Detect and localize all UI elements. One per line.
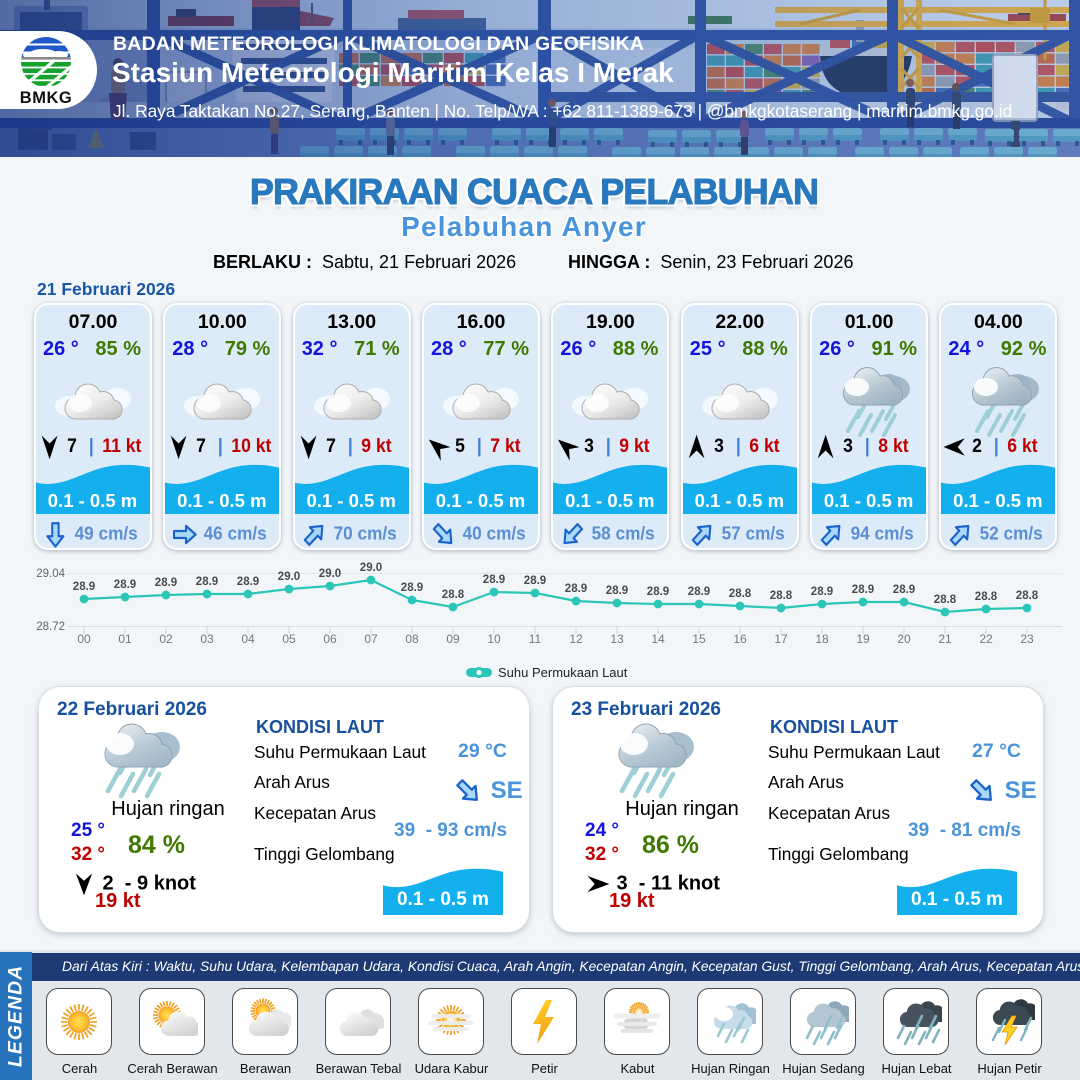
svg-text:28.8: 28.8 xyxy=(975,591,998,603)
svg-text:28.72: 28.72 xyxy=(36,621,65,633)
svg-text:28.9: 28.9 xyxy=(483,574,505,586)
svg-text:03: 03 xyxy=(200,632,214,646)
svg-text:28.9: 28.9 xyxy=(565,583,587,595)
svg-text:18: 18 xyxy=(815,632,829,646)
svg-text:01: 01 xyxy=(118,632,132,646)
svg-text:28.8: 28.8 xyxy=(770,590,793,602)
svg-text:28.9: 28.9 xyxy=(606,585,628,597)
svg-text:29.0: 29.0 xyxy=(278,571,300,583)
svg-text:28.9: 28.9 xyxy=(114,579,136,591)
svg-text:29.04: 29.04 xyxy=(36,568,65,580)
svg-text:28.9: 28.9 xyxy=(811,586,833,598)
svg-text:28.9: 28.9 xyxy=(524,575,546,587)
svg-text:00: 00 xyxy=(77,632,91,646)
svg-text:28.8: 28.8 xyxy=(729,588,752,600)
svg-text:02: 02 xyxy=(159,632,173,646)
svg-text:28.9: 28.9 xyxy=(893,584,915,596)
svg-text:05: 05 xyxy=(282,632,296,646)
svg-text:28.8: 28.8 xyxy=(442,589,465,601)
svg-text:08: 08 xyxy=(405,632,419,646)
svg-text:16: 16 xyxy=(733,632,747,646)
svg-text:04: 04 xyxy=(241,632,255,646)
svg-text:28.9: 28.9 xyxy=(852,584,874,596)
svg-text:07: 07 xyxy=(364,632,378,646)
svg-text:28.9: 28.9 xyxy=(401,582,423,594)
svg-text:13: 13 xyxy=(610,632,624,646)
svg-text:29.0: 29.0 xyxy=(319,568,341,580)
svg-text:20: 20 xyxy=(897,632,911,646)
svg-text:21: 21 xyxy=(938,632,952,646)
svg-text:28.8: 28.8 xyxy=(934,594,957,606)
svg-text:28.9: 28.9 xyxy=(688,586,710,598)
svg-text:29.0: 29.0 xyxy=(360,562,382,574)
svg-text:28.9: 28.9 xyxy=(155,577,177,589)
svg-text:28.9: 28.9 xyxy=(196,576,218,588)
svg-text:06: 06 xyxy=(323,632,337,646)
svg-text:BMKG: BMKG xyxy=(20,89,72,107)
svg-text:28.9: 28.9 xyxy=(237,576,259,588)
svg-text:28.9: 28.9 xyxy=(73,581,95,593)
svg-text:19: 19 xyxy=(856,632,870,646)
svg-text:15: 15 xyxy=(692,632,706,646)
svg-text:28.9: 28.9 xyxy=(647,586,669,598)
svg-text:Suhu Permukaan Laut: Suhu Permukaan Laut xyxy=(498,665,628,680)
svg-text:09: 09 xyxy=(446,632,460,646)
svg-text:10: 10 xyxy=(487,632,501,646)
svg-text:28.8: 28.8 xyxy=(1016,590,1039,602)
svg-text:12: 12 xyxy=(569,632,583,646)
svg-text:11: 11 xyxy=(529,632,542,646)
svg-text:14: 14 xyxy=(651,632,665,646)
svg-text:17: 17 xyxy=(774,632,788,646)
svg-text:23: 23 xyxy=(1020,632,1034,646)
svg-text:22: 22 xyxy=(979,632,993,646)
